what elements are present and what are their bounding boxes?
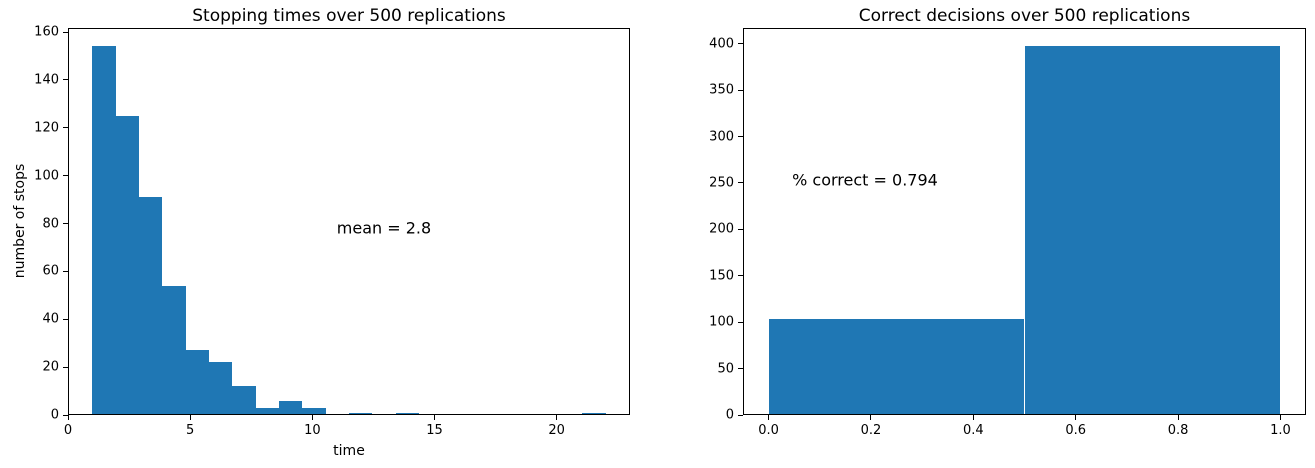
y-tick-label: 50: [717, 361, 734, 377]
x-tick-mark: [1177, 415, 1179, 420]
x-tick-mark: [556, 415, 558, 420]
y-tick-mark: [63, 366, 68, 368]
histogram-bar: [279, 400, 303, 415]
y-tick-mark: [63, 127, 68, 129]
x-axis-label: time: [333, 443, 365, 459]
histogram-bar: [139, 197, 163, 415]
x-tick-label: 0.4: [962, 423, 984, 438]
y-tick-mark: [738, 414, 743, 416]
y-tick-mark: [738, 368, 743, 370]
x-tick-mark: [311, 415, 313, 420]
chart-correct-decisions: Correct decisions over 500 replications …: [657, 0, 1315, 468]
chart-stopping-times: Stopping times over 500 replications num…: [0, 0, 657, 468]
x-tick-label: 10: [304, 423, 321, 438]
histogram-bar: [302, 407, 326, 415]
y-tick-mark: [63, 270, 68, 272]
x-tick-label: 20: [548, 423, 565, 438]
y-tick-label: 200: [709, 221, 734, 237]
y-tick-label: 300: [709, 129, 734, 145]
annotation-text: % correct = 0.794: [792, 170, 938, 190]
y-tick-mark: [63, 414, 68, 416]
y-tick-label: 20: [42, 359, 59, 375]
y-tick-label: 120: [34, 120, 59, 136]
y-tick-label: 0: [50, 407, 59, 423]
chart-title: Stopping times over 500 replications: [192, 6, 506, 26]
histogram-bar: [232, 386, 256, 415]
y-tick-label: 140: [34, 72, 59, 88]
plot-area: % correct = 0.794 0.0 0.2 0.4 0.6 0.8 1.0 0 50 1…: [709, 28, 1306, 438]
x-tick-label: 15: [426, 423, 443, 438]
histogram-bar: [255, 407, 279, 415]
histogram-bar: [185, 350, 210, 415]
x-tick-label: 1.0: [1270, 423, 1291, 438]
y-tick-mark: [738, 89, 743, 91]
y-tick-mark: [63, 318, 68, 320]
histogram-bar: [395, 412, 419, 415]
y-tick-mark: [738, 228, 743, 230]
x-tick-mark: [67, 415, 69, 420]
histogram-bar: [162, 285, 186, 415]
histogram-bar: [1024, 46, 1281, 415]
histogram-bar: [582, 412, 606, 415]
x-tick-mark: [768, 415, 770, 420]
x-tick-mark: [189, 415, 191, 420]
histogram-bar: [209, 362, 233, 415]
x-tick-label: 0.0: [758, 423, 779, 438]
histogram-bar: [768, 319, 1025, 415]
y-tick-mark: [63, 79, 68, 81]
y-tick-label: 100: [709, 314, 734, 330]
y-tick-label: 80: [42, 216, 59, 232]
y-tick-label: 40: [42, 311, 59, 327]
x-tick-mark: [870, 415, 872, 420]
y-tick-mark: [63, 175, 68, 177]
y-tick-mark: [738, 43, 743, 45]
y-tick-mark: [738, 275, 743, 277]
histogram-bar: [348, 412, 373, 415]
y-tick-label: 100: [34, 168, 59, 184]
x-tick-label: 5: [186, 423, 195, 438]
y-tick-label: 250: [709, 175, 734, 191]
y-tick-mark: [738, 136, 743, 138]
y-tick-mark: [738, 182, 743, 184]
annotation-text: mean = 2.8: [336, 218, 432, 238]
x-tick-label: 0.8: [1167, 423, 1189, 438]
x-tick-label: 0.2: [860, 423, 882, 438]
y-tick-mark: [63, 223, 68, 225]
histogram-bar: [115, 115, 140, 415]
y-tick-mark: [738, 321, 743, 323]
x-tick-label: 0: [63, 423, 73, 438]
x-tick-mark: [1075, 415, 1077, 420]
histogram-bar: [92, 46, 116, 415]
plot-area: mean = 2.8 0 5 10 15 20 0 20 40 60 80 100 120 140 160: [34, 25, 630, 438]
y-tick-label: 60: [42, 263, 59, 279]
y-axis-label: number of stops: [12, 163, 28, 279]
y-tick-label: 0: [725, 407, 734, 423]
x-tick-label: 0.6: [1065, 423, 1087, 438]
y-tick-label: 400: [709, 36, 734, 52]
chart-title: Correct decisions over 500 replications: [858, 6, 1191, 26]
x-tick-mark: [972, 415, 974, 420]
y-tick-mark: [63, 31, 68, 33]
y-tick-label: 350: [709, 82, 734, 98]
y-tick-label: 160: [34, 24, 59, 40]
y-tick-label: 150: [709, 268, 734, 284]
x-tick-mark: [1279, 415, 1281, 420]
x-tick-mark: [434, 415, 436, 420]
